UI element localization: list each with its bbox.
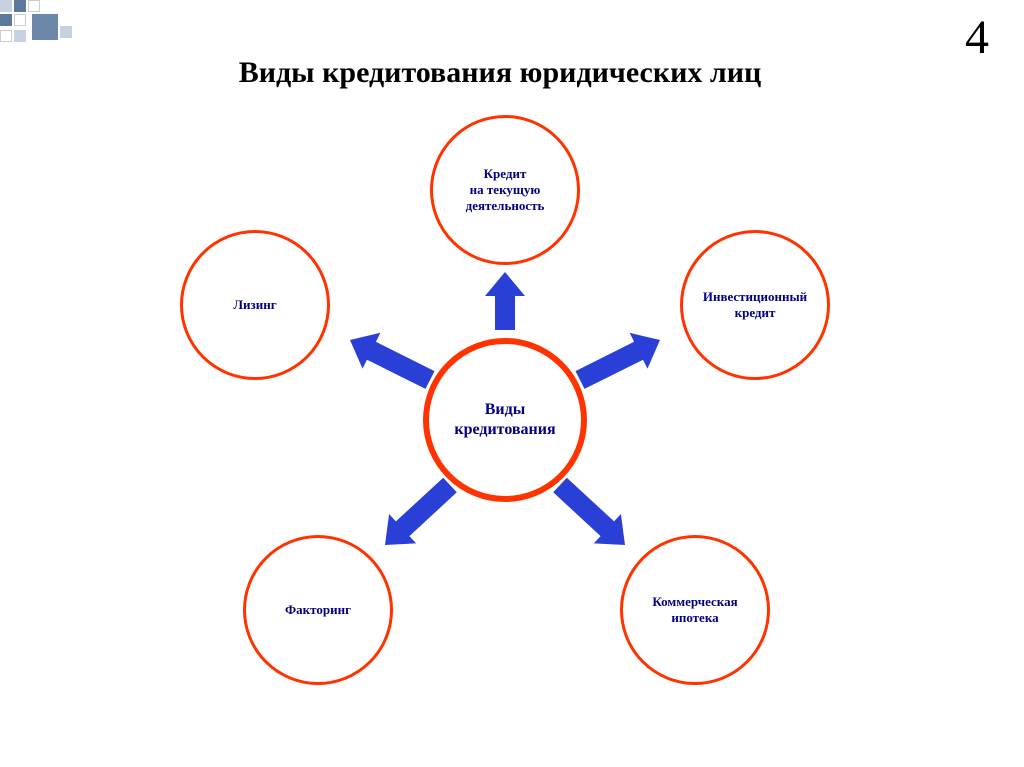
arrow	[350, 333, 435, 389]
decor-square	[0, 14, 12, 26]
outer-node-factoring: Факторинг	[243, 535, 393, 685]
decor-square	[32, 14, 58, 40]
outer-node-invest-label: Инвестиционныйкредит	[697, 289, 813, 322]
outer-node-leasing: Лизинг	[180, 230, 330, 380]
decor-square	[0, 30, 12, 42]
center-node: Видыкредитования	[423, 338, 587, 502]
arrow	[385, 478, 457, 545]
slide-number: 4	[965, 10, 989, 65]
outer-node-leasing-label: Лизинг	[227, 297, 282, 313]
decor-square	[0, 0, 12, 12]
outer-node-factoring-label: Факторинг	[279, 602, 357, 618]
decor-square	[14, 14, 26, 26]
slide-title: Виды кредитования юридических лиц	[160, 56, 840, 90]
outer-node-invest: Инвестиционныйкредит	[680, 230, 830, 380]
decor-square	[60, 26, 72, 38]
arrow	[553, 478, 625, 545]
outer-node-current-label: Кредитна текущуюдеятельность	[460, 166, 551, 215]
decor-square	[14, 30, 26, 42]
outer-node-mortgage: Коммерческаяипотека	[620, 535, 770, 685]
center-node-label: Видыкредитования	[448, 400, 561, 440]
outer-node-current: Кредитна текущуюдеятельность	[430, 115, 580, 265]
decor-square	[14, 0, 26, 12]
outer-node-mortgage-label: Коммерческаяипотека	[646, 594, 743, 627]
arrow	[576, 333, 661, 389]
decor-square	[28, 0, 40, 12]
arrow	[485, 272, 525, 330]
